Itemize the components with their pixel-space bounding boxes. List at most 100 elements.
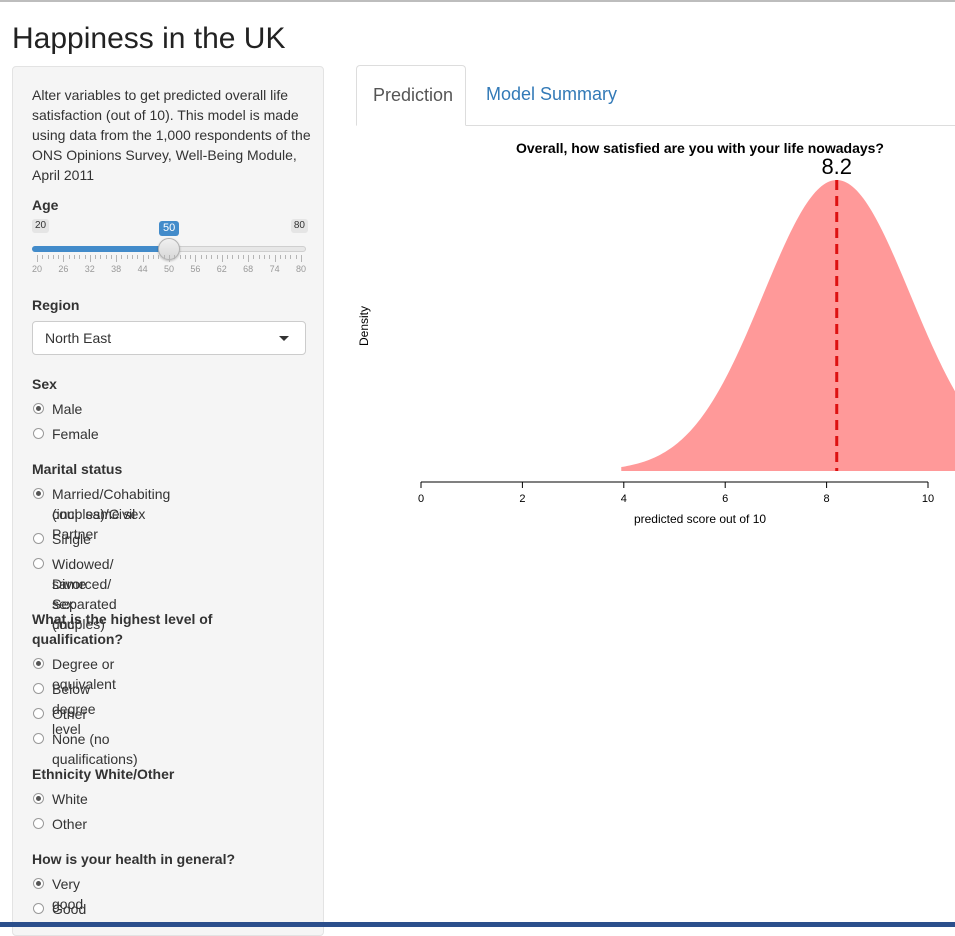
- slider-tick-label: 68: [243, 264, 254, 274]
- intro-text: Alter variables to get predicted overall…: [32, 87, 311, 183]
- radio-label: Other: [52, 706, 88, 722]
- tab-prediction-label: Prediction: [373, 85, 454, 105]
- slider-tick: [153, 255, 155, 259]
- radio-label: Widowed/ Divorced/ Separated (incl.: [52, 556, 117, 632]
- slider-tick: [89, 255, 91, 262]
- slider-tick: [52, 255, 54, 259]
- radio-label: Male: [52, 401, 83, 417]
- slider-tick: [37, 255, 38, 262]
- chart-title: Overall, how satisfied are you with your…: [516, 140, 884, 156]
- radio-label: None (no qualifications): [52, 731, 138, 767]
- x-tick-label: 6: [722, 493, 728, 505]
- slider-tick: [142, 255, 144, 262]
- slider-tick: [68, 255, 70, 259]
- radio-unchecked-icon[interactable]: [33, 903, 44, 914]
- slider-tick: [179, 255, 181, 259]
- slider-tick: [221, 255, 223, 262]
- slider-tick: [137, 255, 139, 259]
- slider-tick: [158, 255, 160, 259]
- radio-checked-icon[interactable]: [33, 403, 44, 414]
- slider-tick: [79, 255, 81, 259]
- prediction-value-label: 8.2: [821, 154, 852, 179]
- slider-tick-label: 74: [269, 264, 280, 274]
- radio-unchecked-icon[interactable]: [33, 708, 44, 719]
- radio-label-cont: same sex couples): [52, 576, 105, 632]
- slider-tick-label: 50: [163, 264, 175, 274]
- prediction-chart: Overall, how satisfied are you with your…: [357, 140, 955, 526]
- y-axis-label: Density: [357, 306, 371, 346]
- slider-tick: [190, 255, 192, 259]
- tab-divider: [356, 125, 955, 126]
- slider-tick: [269, 255, 271, 259]
- radio-label-cont: couples)/Civil Partner: [52, 506, 136, 542]
- slider-tick: [227, 255, 229, 259]
- tab-model-summary[interactable]: Model Summary: [486, 84, 618, 104]
- slider-tick: [253, 255, 255, 259]
- slider-tick-label: 62: [216, 264, 227, 274]
- health-label: How is your health in general?: [32, 851, 236, 867]
- radio-unchecked-icon[interactable]: [33, 683, 44, 694]
- slider-tick: [126, 255, 128, 259]
- sex-label: Sex: [32, 376, 57, 392]
- slider-tick: [84, 255, 86, 259]
- age-label: Age: [32, 197, 59, 213]
- sidebar-panel: Alter variables to get predicted overall…: [12, 66, 324, 936]
- slider-tick: [116, 255, 118, 262]
- slider-tick: [58, 255, 60, 259]
- slider-tick: [285, 255, 287, 259]
- slider-tick: [264, 255, 266, 259]
- page-title: Happiness in the UK: [12, 22, 286, 55]
- slider-tick: [73, 255, 75, 259]
- slider-tick: [211, 255, 213, 259]
- radio-label: White: [52, 791, 88, 807]
- age-value-badge: 50: [159, 221, 180, 236]
- radio-checked-icon[interactable]: [33, 878, 44, 889]
- qualification-label-cont: qualification?: [32, 631, 123, 647]
- slider-tick: [63, 255, 65, 262]
- slider-tick: [147, 255, 149, 259]
- slider-tick: [95, 255, 97, 259]
- radio-unchecked-icon[interactable]: [33, 733, 44, 744]
- radio-unchecked-icon[interactable]: [33, 533, 44, 544]
- radio-unchecked-icon[interactable]: [33, 428, 44, 439]
- x-tick-label: 4: [621, 493, 627, 505]
- slider-tick: [295, 255, 297, 259]
- slider-tick-label: 80: [295, 264, 307, 274]
- age-slider[interactable]: 20 80 50 20 26 32 38 44 50 56 62 68 74 80: [32, 219, 308, 275]
- slider-tick-label: 44: [137, 264, 148, 274]
- radio-unchecked-icon[interactable]: [33, 818, 44, 829]
- slider-fill: [32, 246, 169, 252]
- radio-checked-icon[interactable]: [33, 793, 44, 804]
- slider-tick: [248, 255, 250, 262]
- radio-label: Female: [52, 426, 99, 442]
- tab-prediction[interactable]: Prediction: [356, 65, 466, 126]
- tab-bar: Prediction Model Summary: [356, 65, 955, 126]
- slider-tick: [105, 255, 107, 259]
- slider-tick: [110, 255, 112, 259]
- qualification-label: What is the highest level of: [32, 611, 213, 627]
- age-max-label: 80: [290, 219, 308, 233]
- slider-tick: [290, 255, 292, 259]
- x-tick-label: 10: [922, 493, 934, 505]
- region-select[interactable]: North East: [32, 321, 306, 355]
- slider-tick-label: 56: [190, 264, 201, 274]
- x-tick-label: 8: [824, 493, 830, 505]
- radio-label: Degree or equivalent: [52, 656, 116, 692]
- slider-tick: [205, 255, 207, 259]
- radio-label: Good: [52, 901, 87, 917]
- region-selected-value: North East: [45, 330, 112, 346]
- slider-tick: [195, 255, 197, 262]
- slider-tick: [169, 255, 170, 262]
- slider-tick: [132, 255, 134, 259]
- slider-tick-label: 32: [84, 264, 95, 274]
- radio-checked-icon[interactable]: [33, 658, 44, 669]
- slider-tick: [184, 255, 186, 259]
- x-tick-label: 2: [519, 493, 525, 505]
- slider-tick: [242, 255, 244, 259]
- slider-tick: [47, 255, 49, 259]
- slider-tick: [279, 255, 281, 259]
- radio-unchecked-icon[interactable]: [33, 558, 44, 569]
- slider-ticks: [32, 255, 306, 265]
- radio-label: Single: [52, 531, 91, 547]
- radio-checked-icon[interactable]: [33, 488, 44, 499]
